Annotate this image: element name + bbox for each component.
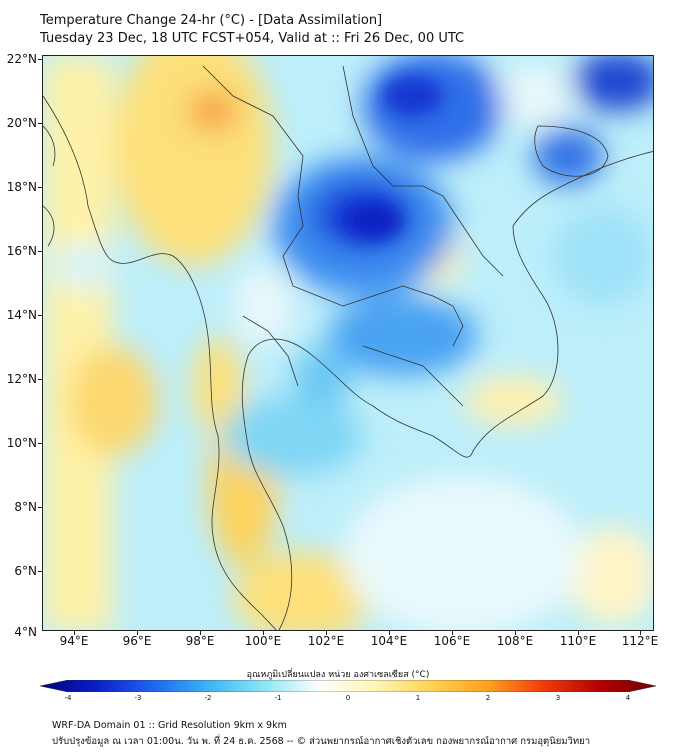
lat-label: 12°N bbox=[6, 372, 37, 386]
lat-label: 16°N bbox=[6, 244, 37, 258]
lat-label: 10°N bbox=[6, 436, 37, 450]
lon-label: 98°E bbox=[185, 634, 215, 648]
colorbar bbox=[40, 680, 656, 692]
lat-label: 8°N bbox=[14, 500, 37, 514]
colorbar-tick: -2 bbox=[204, 694, 212, 702]
coastlines bbox=[43, 65, 653, 630]
temperature-field bbox=[43, 56, 653, 630]
lat-label: 6°N bbox=[14, 564, 37, 578]
lon-label: 102°E bbox=[307, 634, 345, 648]
lat-label: 18°N bbox=[6, 180, 37, 194]
colorbar-tick: 0 bbox=[345, 694, 351, 702]
lon-label: 108°E bbox=[496, 634, 534, 648]
lon-label: 112°E bbox=[621, 634, 659, 648]
lon-label: 106°E bbox=[433, 634, 471, 648]
lon-label: 94°E bbox=[59, 634, 89, 648]
colorbar-tick: 2 bbox=[485, 694, 491, 702]
colorbar-tick: 1 bbox=[415, 694, 421, 702]
lon-label: 104°E bbox=[370, 634, 408, 648]
colorbar-tick: 4 bbox=[625, 694, 631, 702]
lat-label: 20°N bbox=[6, 116, 37, 130]
lat-label: 14°N bbox=[6, 308, 37, 322]
lon-label: 96°E bbox=[122, 634, 152, 648]
lat-label: 4°N bbox=[14, 625, 37, 639]
footer-domain-info: WRF-DA Domain 01 :: Grid Resolution 9km … bbox=[52, 720, 287, 731]
colorbar-tick: -4 bbox=[64, 694, 72, 702]
temperature-change-map bbox=[42, 55, 654, 631]
lat-label: 22°N bbox=[6, 52, 37, 66]
chart-title: Temperature Change 24-hr (°C) - [Data As… bbox=[40, 13, 383, 28]
colorbar-label: อุณหภูมิเปลี่ยนแปลง หน่วย องศาเซลเซียส (… bbox=[246, 670, 430, 680]
footer-credit: ปรับปรุงข้อมูล ณ เวลา 01:00น. วัน พ. ที่… bbox=[52, 736, 591, 747]
colorbar-tick: -3 bbox=[134, 694, 142, 702]
chart-subtitle: Tuesday 23 Dec, 18 UTC FCST+054, Valid a… bbox=[40, 31, 465, 46]
lon-label: 110°E bbox=[559, 634, 597, 648]
colorbar-tick: 3 bbox=[555, 694, 561, 702]
colorbar-tick: -1 bbox=[274, 694, 282, 702]
lon-label: 100°E bbox=[244, 634, 282, 648]
